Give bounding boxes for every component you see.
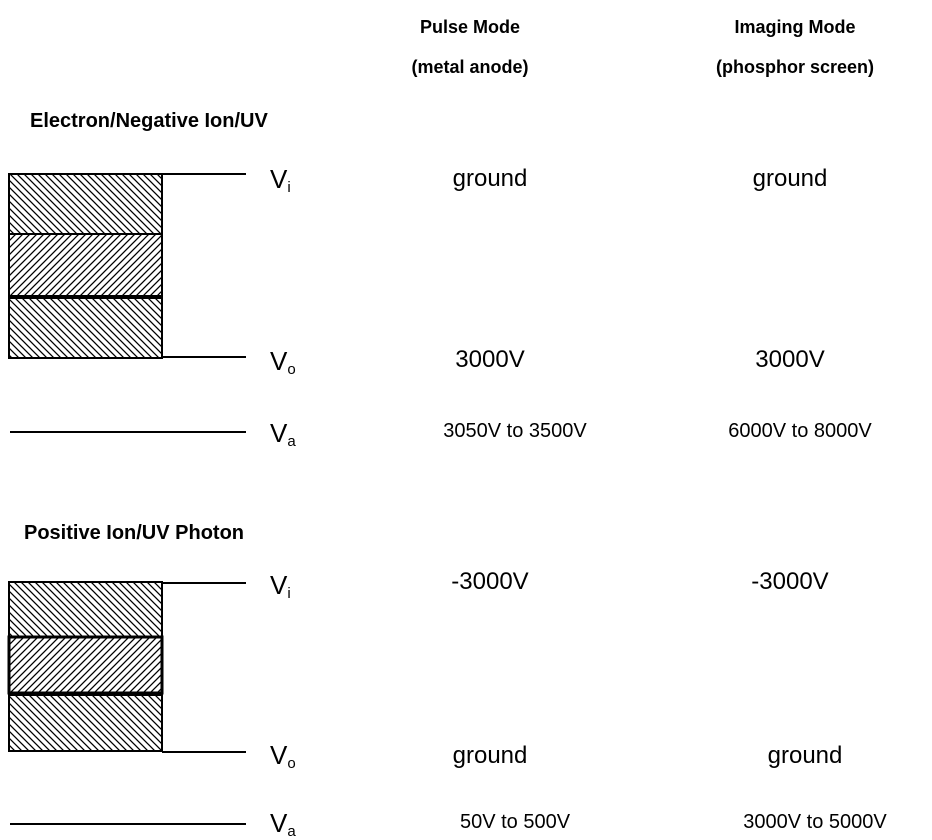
pulse-vi-value: -3000V: [451, 568, 529, 595]
va-anode-line: [10, 823, 246, 825]
mcp-plate-stack-electron: [8, 173, 163, 359]
mcp-plate-top: [8, 581, 163, 638]
pulse-va-value: 3050V to 3500V: [443, 420, 587, 442]
label-va: Va: [270, 418, 296, 450]
imaging-vo-value: 3000V: [755, 346, 825, 373]
pulse-va-value: 50V to 500V: [459, 811, 571, 833]
imaging-vi-value: ground: [752, 165, 828, 192]
section-title-electron: Electron/Negative Ion/UV: [30, 110, 268, 132]
mcp-plate-middle: [8, 233, 163, 297]
pulse-mode-title: Pulse Mode: [419, 17, 521, 37]
imaging-vo-value: ground: [767, 742, 843, 769]
imaging-mode-subtitle: (phosphor screen): [715, 57, 875, 77]
pulse-vo-value: 3000V: [455, 346, 525, 373]
mcp-plate-stack-positive: [7, 581, 164, 752]
mcp-plate-bottom: [8, 694, 163, 752]
vi-lead-line: [162, 173, 246, 175]
label-vo: Vo: [270, 740, 296, 772]
vi-lead-line: [162, 582, 246, 584]
imaging-mode-header: Imaging Mode (phosphor screen): [700, 16, 890, 78]
imaging-va-value: 6000V to 8000V: [728, 420, 872, 442]
pulse-mode-subtitle: (metal anode): [411, 57, 529, 77]
mcp-plate-top: [8, 173, 163, 235]
section-title-positive-ion: Positive Ion/UV Photon: [24, 522, 245, 544]
vo-lead-line: [162, 751, 246, 753]
va-anode-line: [10, 431, 246, 433]
mcp-plate-middle: [7, 635, 164, 695]
imaging-mode-title: Imaging Mode: [734, 17, 856, 37]
label-vi: Vi: [270, 570, 291, 602]
pulse-vi-value: ground: [452, 165, 528, 192]
imaging-va-value: 3000V to 5000V: [743, 811, 887, 833]
imaging-vi-value: -3000V: [751, 568, 829, 595]
pulse-mode-header: Pulse Mode (metal anode): [400, 16, 540, 78]
mcp-plate-bottom: [8, 297, 163, 359]
label-va: Va: [270, 808, 296, 840]
label-vo: Vo: [270, 346, 296, 378]
pulse-vo-value: ground: [452, 742, 528, 769]
label-vi: Vi: [270, 164, 291, 196]
vo-lead-line: [162, 356, 246, 358]
